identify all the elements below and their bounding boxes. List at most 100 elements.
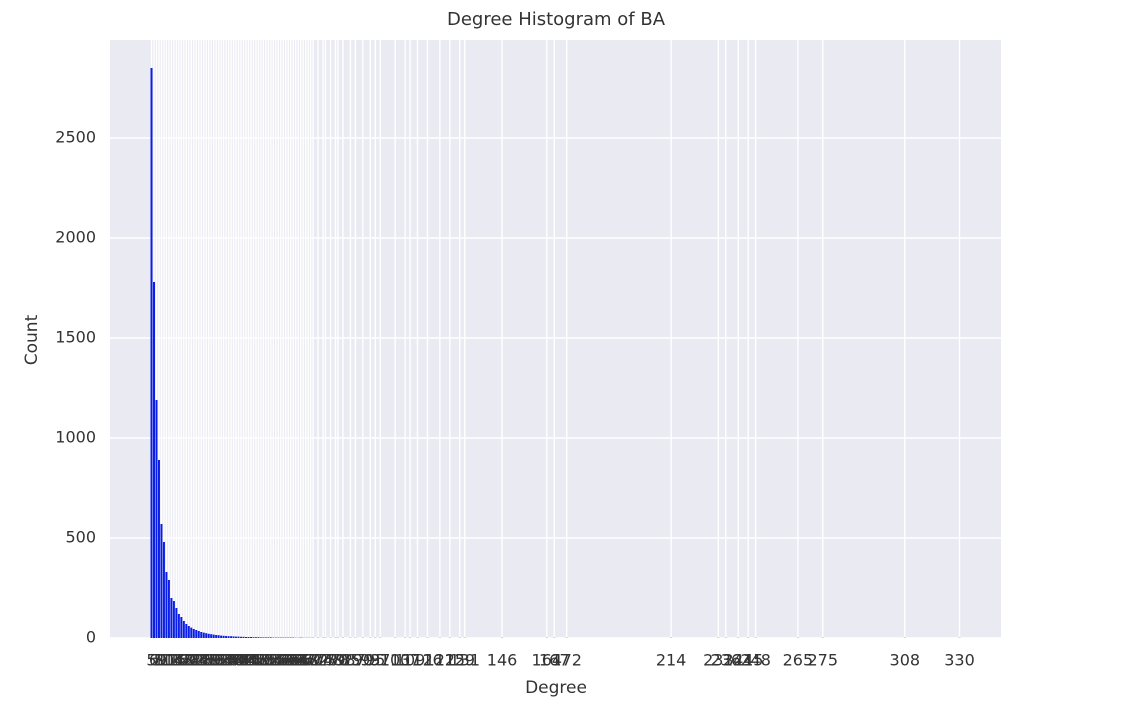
bar	[257, 637, 260, 638]
bar	[160, 524, 163, 638]
x-tick-label: 330	[944, 651, 975, 670]
x-tick-label: 11	[156, 651, 176, 670]
x-tick-label: 233	[703, 651, 734, 670]
x-tick-label: 52	[258, 651, 278, 670]
y-tick-label: 1000	[55, 428, 96, 447]
bar	[210, 634, 213, 638]
bar	[200, 632, 203, 638]
x-tick-label: 41	[231, 651, 251, 670]
x-tick-label: 125	[435, 651, 466, 670]
x-tick-label: 68	[298, 651, 318, 670]
bar	[192, 629, 195, 638]
bar	[157, 460, 160, 638]
bar	[264, 637, 267, 638]
x-tick-label: 20	[179, 651, 199, 670]
x-tick-label: 79	[325, 651, 345, 670]
x-tick-label: 16	[169, 651, 189, 670]
x-tick-label: 248	[740, 651, 771, 670]
x-tick-label: 22	[184, 651, 204, 670]
bar	[215, 635, 218, 638]
x-tick-label: 9	[156, 651, 166, 670]
x-tick-label: 19	[176, 651, 196, 670]
x-tick-label: 80	[328, 651, 348, 670]
y-tick-label: 1500	[55, 328, 96, 347]
bar	[212, 634, 215, 638]
x-tick-label: 40	[228, 651, 248, 670]
bar	[197, 631, 200, 638]
x-tick-label: 103	[380, 651, 411, 670]
bar	[205, 633, 208, 638]
x-tick-label: 67	[295, 651, 315, 670]
x-tick-label: 18	[174, 651, 194, 670]
x-tick-label: 87	[345, 651, 365, 670]
bar	[153, 282, 155, 638]
x-tick-label: 53	[261, 651, 281, 670]
x-tick-label: 107	[390, 651, 421, 670]
x-tick-label: 34	[213, 651, 233, 670]
bar	[195, 630, 198, 638]
x-tick-label: 13	[161, 651, 181, 670]
x-tick-label: 48	[248, 651, 268, 670]
x-tick-label: 5	[146, 651, 156, 670]
bar	[185, 624, 188, 638]
x-tick-label: 50	[253, 651, 273, 670]
bar	[190, 627, 193, 638]
x-tick-label: 112	[402, 651, 433, 670]
bar	[207, 633, 210, 638]
bar	[235, 636, 238, 638]
x-tick-label: 36	[218, 651, 238, 670]
bar	[180, 617, 183, 638]
x-tick-label: 23	[186, 651, 206, 670]
x-tick-label: 109	[395, 651, 426, 670]
x-tick-label: 308	[890, 651, 921, 670]
x-tick-label: 15	[166, 651, 186, 670]
bar	[247, 637, 250, 638]
bar	[227, 636, 230, 638]
bar	[267, 637, 270, 638]
x-tick-label: 172	[551, 651, 582, 670]
x-tick-label: 47	[246, 651, 266, 670]
x-tick-label: 28	[199, 651, 219, 670]
x-tick-label: 64	[288, 651, 308, 670]
x-tick-label: 60	[278, 651, 298, 670]
x-tick-label: 131	[449, 651, 480, 670]
x-tick-label: 6	[149, 651, 159, 670]
bar	[232, 636, 235, 638]
x-tick-label: 17	[171, 651, 191, 670]
x-tick-label: 32	[208, 651, 228, 670]
bar	[217, 635, 220, 638]
x-tick-label: 12	[159, 651, 179, 670]
x-tick-label: 25	[191, 651, 211, 670]
x-tick-label: 26	[194, 651, 214, 670]
x-tick-label: 38	[223, 651, 243, 670]
bar	[202, 632, 205, 638]
bar	[225, 636, 228, 638]
x-tick-label: 24	[189, 651, 209, 670]
x-tick-label: 265	[783, 651, 814, 670]
x-tick-label: 21	[181, 651, 201, 670]
bar	[150, 68, 153, 638]
x-tick-label: 49	[251, 651, 271, 670]
bar	[230, 636, 233, 638]
bar	[170, 598, 173, 638]
bar	[162, 542, 165, 638]
x-tick-label: 45	[241, 651, 261, 670]
bar	[240, 636, 243, 638]
x-tick-label: 95	[365, 651, 385, 670]
x-tick-label: 164	[532, 651, 563, 670]
x-tick-label: 74	[313, 651, 333, 670]
x-tick-label: 44	[238, 651, 258, 670]
x-tick-label: 33	[211, 651, 231, 670]
x-tick-label: 8	[154, 651, 164, 670]
bar	[222, 635, 225, 638]
x-tick-label: 116	[412, 651, 443, 670]
x-tick-label: 75	[315, 651, 335, 670]
x-tick-label: 54	[263, 651, 283, 670]
y-tick-label: 500	[65, 528, 96, 547]
x-tick-label: 72	[308, 651, 328, 670]
x-tick-label: 146	[487, 651, 518, 670]
x-tick-label: 58	[273, 651, 293, 670]
x-tick-label: 214	[656, 651, 687, 670]
bar	[167, 580, 170, 638]
x-tick-label: 29	[201, 651, 221, 670]
